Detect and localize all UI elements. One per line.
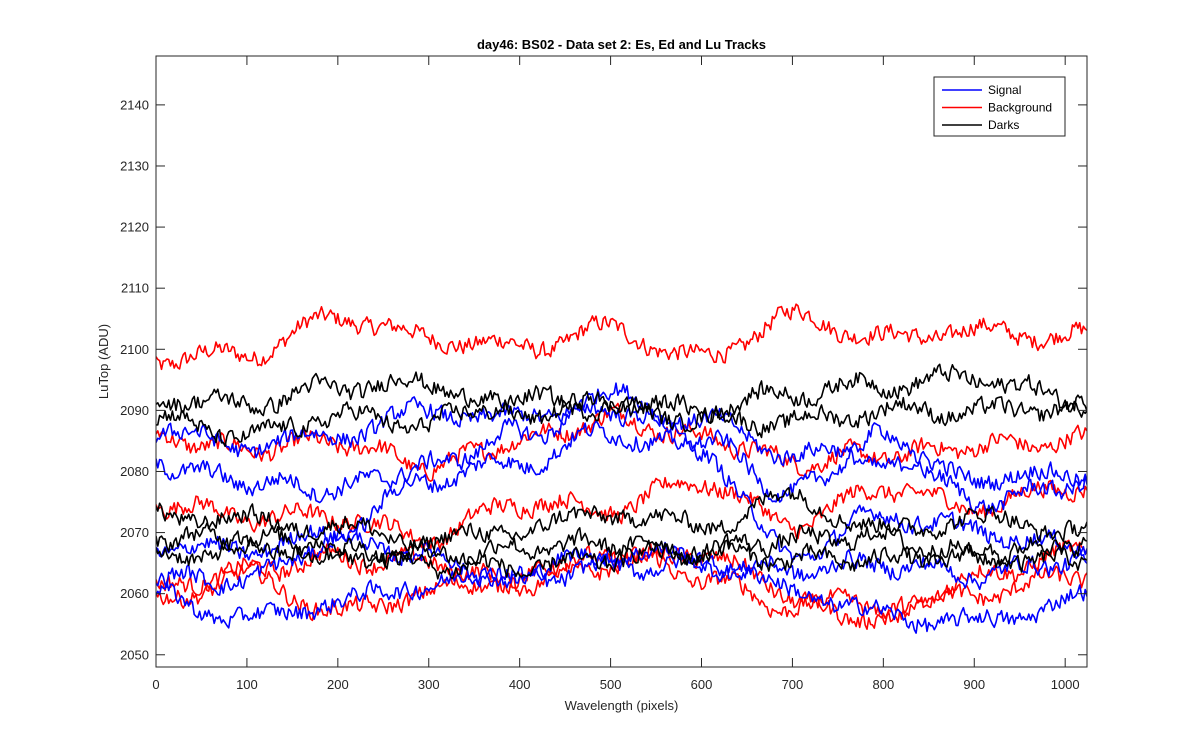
chart-title: day46: BS02 - Data set 2: Es, Ed and Lu … [477, 37, 766, 52]
y-tick-label: 2100 [120, 342, 149, 357]
series-line-signal-3 [156, 420, 1087, 564]
y-axis-ticks: 2050 2060 2070 2080 2090 2100 2110 2120 2130 2140 [120, 97, 1087, 662]
series-line-background-7 [156, 402, 1087, 483]
x-tick-label: 1000 [1051, 677, 1080, 692]
x-tick-label: 600 [691, 677, 713, 692]
x-tick-label: 500 [600, 677, 622, 692]
series-line-background-8 [156, 476, 1087, 551]
legend: Signal Background Darks [933, 76, 1066, 137]
series-line-darks-11 [156, 363, 1087, 425]
x-tick-label: 800 [872, 677, 894, 692]
series-line-darks-13 [156, 486, 1087, 552]
legend-box [933, 76, 1066, 137]
y-tick-label: 2080 [120, 464, 149, 479]
y-tick-label: 2110 [121, 281, 149, 296]
legend-label-darks: Darks [988, 118, 1019, 132]
y-tick-label: 2050 [120, 647, 149, 662]
y-tick-label: 2130 [120, 158, 149, 173]
x-tick-label: 900 [963, 677, 985, 692]
y-tick-label: 2140 [120, 97, 149, 112]
plot-area-border [155, 55, 1088, 668]
series-line-darks-15 [156, 530, 1087, 580]
y-tick-label: 2060 [120, 586, 149, 601]
y-tick-label: 2070 [120, 525, 149, 540]
series-line-darks-12 [156, 385, 1087, 448]
series-line-signal-5 [156, 527, 1087, 596]
legend-label-background: Background [988, 101, 1052, 115]
series-line-background-6 [156, 303, 1087, 371]
series-line-signal-2 [156, 398, 1087, 516]
x-tick-label: 300 [418, 677, 440, 692]
y-tick-label: 2120 [120, 220, 149, 235]
x-axis-ticks: 0 100 200 300 400 500 600 700 800 900 1000 [152, 56, 1080, 692]
x-axis-label: Wavelength (pixels) [565, 698, 679, 713]
plot-lines [156, 303, 1087, 634]
x-tick-label: 700 [782, 677, 804, 692]
y-tick-label: 2090 [120, 403, 149, 418]
series-line-signal-1 [156, 382, 1087, 491]
x-tick-label: 400 [509, 677, 531, 692]
x-tick-label: 100 [236, 677, 258, 692]
x-tick-label: 0 [152, 677, 159, 692]
x-tick-label: 200 [327, 677, 349, 692]
legend-label-signal: Signal [988, 83, 1021, 97]
y-axis-label: LuTop (ADU) [96, 324, 111, 399]
